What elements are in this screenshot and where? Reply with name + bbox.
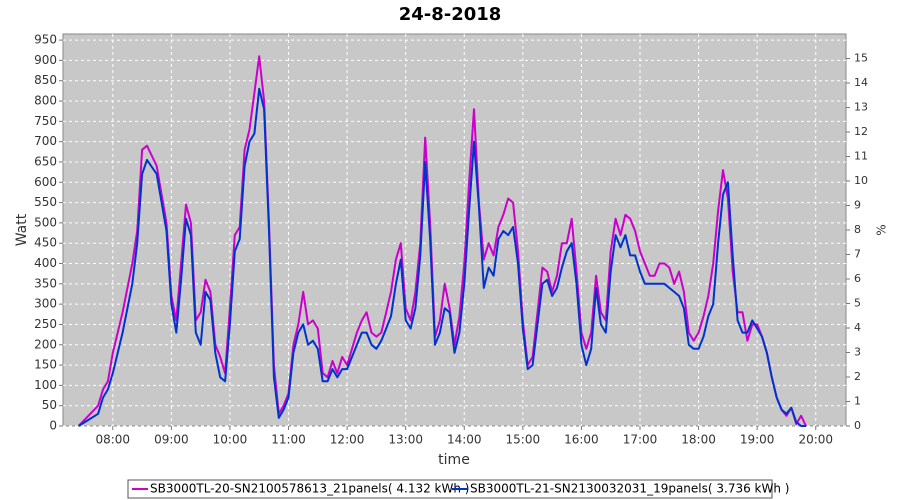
y2-tick-label: 11 [854,150,868,163]
y2-tick-label: 12 [854,125,868,138]
x-tick-label: 18:00 [681,433,716,447]
x-tick-label: 08:00 [95,433,130,447]
plot-area [62,33,847,427]
y-tick-label: 850 [34,73,57,87]
x-tick-label: 15:00 [506,433,541,447]
y2-tick-label: 9 [854,199,861,212]
y2-tick-label: 8 [854,223,861,236]
x-tick-label: 20:00 [798,433,833,447]
y-tick-label: 50 [42,398,57,412]
y-tick-label: 650 [34,154,57,168]
y2-tick-label: 3 [854,346,861,359]
y2-tick-label: 14 [854,76,868,89]
y2-tick-label: 4 [854,321,861,334]
y-tick-label: 500 [34,215,57,229]
y2-tick-label: 10 [854,174,868,187]
y-tick-label: 300 [34,297,57,311]
x-tick-label: 10:00 [213,433,248,447]
x-tick-label: 09:00 [154,433,189,447]
legend-label: SB3000TL-21-SN2130032031_19panels( 3.736… [470,482,789,496]
x-tick-label: 11:00 [271,433,306,447]
y-tick-label: 600 [34,175,57,189]
y-tick-label: 700 [34,134,57,148]
y2-tick-label: 0 [854,419,861,432]
x-tick-label: 17:00 [623,433,658,447]
x-tick-label: 16:00 [564,433,599,447]
y-tick-label: 100 [34,378,57,392]
y2-tick-label: 13 [854,101,868,114]
x-tick-label: 13:00 [388,433,423,447]
y-tick-label: 0 [49,419,57,433]
y-tick-label: 150 [34,358,57,372]
x-tick-label: 14:00 [447,433,482,447]
y-tick-label: 800 [34,94,57,108]
y-tick-label: 250 [34,317,57,331]
y2-tick-label: 1 [854,395,861,408]
y-tick-label: 200 [34,337,57,351]
y-tick-label: 750 [34,114,57,128]
y2-tick-label: 15 [854,52,868,65]
legend [127,479,773,499]
y2-tick-label: 2 [854,370,861,383]
y2-tick-label: 5 [854,297,861,310]
series-line [78,87,806,427]
y-tick-label: 950 [34,33,57,47]
y-tick-label: 900 [34,53,57,67]
series-line [77,55,807,427]
y-axis-label: Watt [14,213,30,246]
y-tick-label: 350 [34,276,57,290]
y-tick-label: 400 [34,256,57,270]
y2-tick-label: 7 [854,248,861,261]
y2-axis-label: % [875,224,889,235]
y-tick-label: 450 [34,236,57,250]
y-tick-label: 550 [34,195,57,209]
x-tick-label: 19:00 [740,433,775,447]
x-tick-label: 12:00 [330,433,365,447]
chart-title: 24-8-2018 [399,4,502,25]
x-axis-label: time [438,452,470,468]
legend-label: SB3000TL-20-SN2100578613_21panels( 4.132… [150,482,469,496]
y2-tick-label: 6 [854,272,861,285]
